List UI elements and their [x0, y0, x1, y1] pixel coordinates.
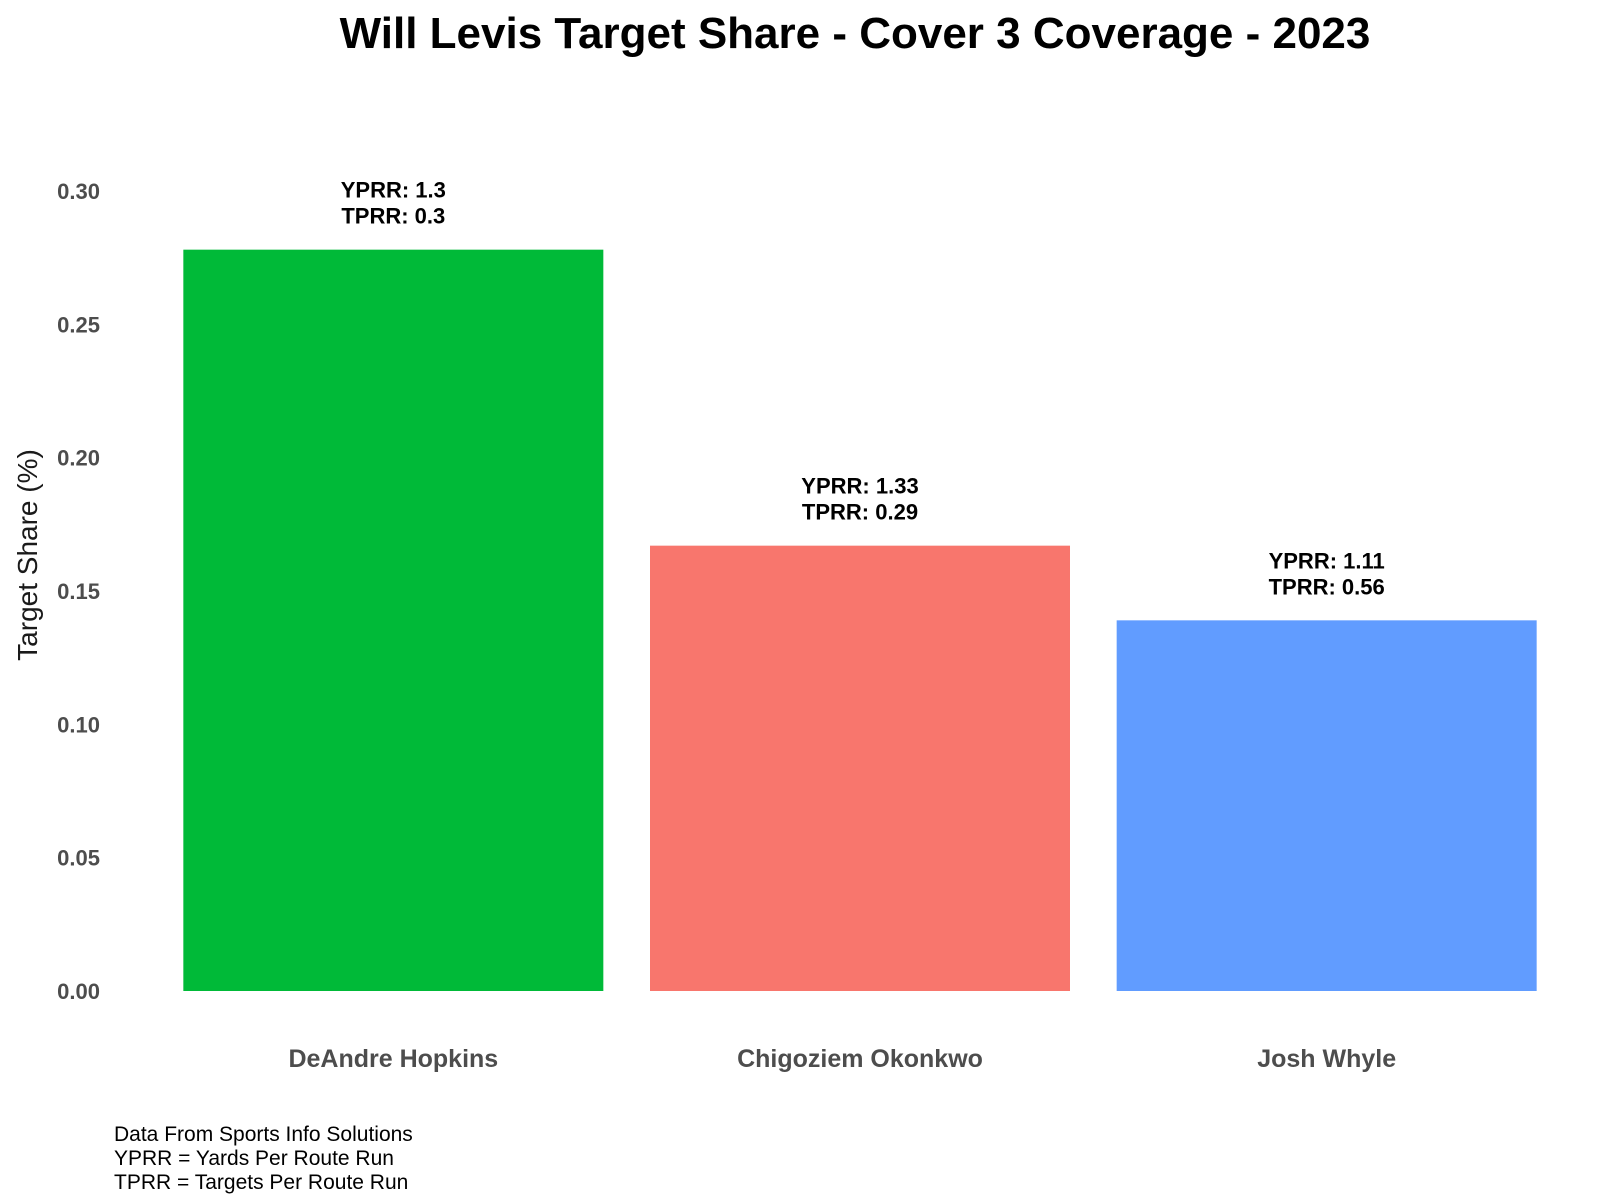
bar-annotation-line: YPRR: 1.3 — [341, 178, 446, 203]
caption-yprr-definition: YPRR = Yards Per Route Run — [114, 1147, 394, 1170]
x-tick-label: Josh Whyle — [1257, 1045, 1396, 1073]
y-axis-tick-labels: 0.00 0.05 0.10 0.15 0.20 0.25 0.30 — [57, 179, 100, 1004]
bar — [183, 249, 604, 991]
bar-annotation-line: YPRR: 1.33 — [801, 474, 918, 499]
y-tick-label: 0.25 — [57, 312, 100, 337]
x-axis-category-labels: DeAndre Hopkins Chigoziem Okonkwo Josh Why… — [288, 1045, 1396, 1073]
x-tick-label: DeAndre Hopkins — [288, 1045, 498, 1073]
bar-annotation-line: TPRR: 0.56 — [1269, 574, 1385, 599]
bars — [183, 249, 1537, 991]
bar-annotation-line: YPRR: 1.11 — [1269, 548, 1385, 573]
caption: Data From Sports Info Solutions YPRR = Y… — [114, 1123, 413, 1195]
y-tick-label: 0.10 — [57, 712, 100, 737]
y-tick-label: 0.15 — [57, 579, 100, 604]
bar — [1116, 620, 1537, 991]
y-tick-label: 0.05 — [57, 846, 100, 871]
x-tick-label: Chigoziem Okonkwo — [737, 1045, 983, 1073]
bar-annotation-line: TPRR: 0.29 — [802, 500, 918, 525]
y-axis-title: Target Share (%) — [12, 449, 43, 661]
chart-title: Will Levis Target Share - Cover 3 Covera… — [340, 9, 1371, 58]
y-tick-label: 0.00 — [57, 979, 100, 1004]
y-tick-label: 0.20 — [57, 446, 100, 471]
caption-source: Data From Sports Info Solutions — [114, 1123, 413, 1146]
bar-annotation-line: TPRR: 0.3 — [341, 204, 445, 229]
caption-tprr-definition: TPRR = Targets Per Route Run — [114, 1171, 409, 1194]
y-tick-label: 0.30 — [57, 179, 100, 204]
bar — [650, 545, 1070, 991]
